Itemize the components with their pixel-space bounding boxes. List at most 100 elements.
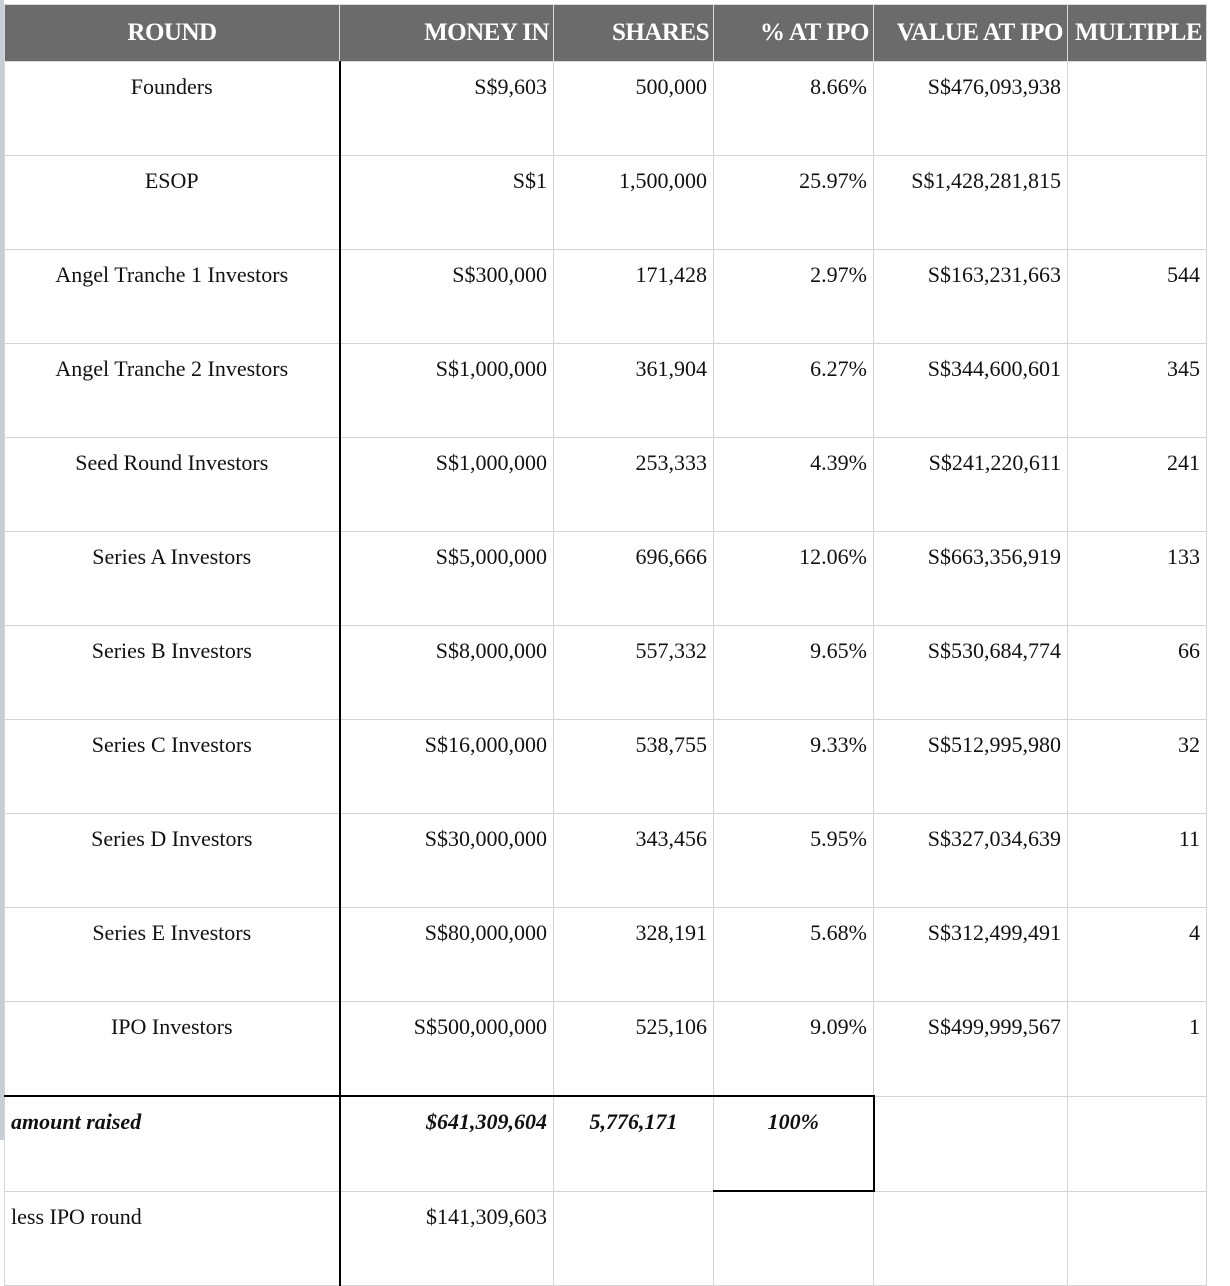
table-row: Series D Investors S$30,000,000 343,456 … [4, 813, 1207, 908]
less-ipo-money-in: $141,309,603 [339, 1190, 554, 1286]
cell-shares: 171,428 [553, 249, 714, 344]
cell-value: S$499,999,567 [873, 1001, 1068, 1097]
cell-multiple: 1 [1067, 1001, 1207, 1097]
cell-money-in: S$8,000,000 [339, 625, 554, 720]
cell-round: Founders [4, 61, 341, 156]
table-row: Series E Investors S$80,000,000 328,191 … [4, 907, 1207, 1002]
less-ipo-label: less IPO round [4, 1190, 341, 1286]
empty-cell [713, 1190, 874, 1286]
cell-shares: 538,755 [553, 719, 714, 814]
cell-value: S$1,428,281,815 [873, 155, 1068, 250]
cell-value: S$663,356,919 [873, 531, 1068, 626]
cell-money-in: S$5,000,000 [339, 531, 554, 626]
cell-pct: 8.66% [713, 61, 874, 156]
cell-pct: 4.39% [713, 437, 874, 532]
empty-cell [553, 1190, 714, 1286]
cell-multiple: 32 [1067, 719, 1207, 814]
cell-multiple: 4 [1067, 907, 1207, 1002]
empty-cell [1067, 1095, 1207, 1192]
cell-round: Series D Investors [4, 813, 341, 908]
cell-money-in: S$300,000 [339, 249, 554, 344]
cell-multiple: 345 [1067, 343, 1207, 438]
cell-value: S$312,499,491 [873, 907, 1068, 1002]
cell-multiple [1067, 61, 1207, 156]
cell-pct: 6.27% [713, 343, 874, 438]
table-row: Series A Investors S$5,000,000 696,666 1… [4, 531, 1207, 626]
cell-round: ESOP [4, 155, 341, 250]
cell-multiple: 241 [1067, 437, 1207, 532]
cell-shares: 253,333 [553, 437, 714, 532]
header-value-at-ipo: VALUE AT IPO [873, 4, 1068, 62]
cell-multiple: 544 [1067, 249, 1207, 344]
cell-value: S$476,093,938 [873, 61, 1068, 156]
left-edge-rule [0, 0, 4, 1140]
empty-cell [1067, 1190, 1207, 1286]
cell-value: S$163,231,663 [873, 249, 1068, 344]
table-row: ESOP S$1 1,500,000 25.97% S$1,428,281,81… [4, 155, 1207, 250]
cell-pct: 12.06% [713, 531, 874, 626]
cell-multiple [1067, 155, 1207, 250]
cell-shares: 525,106 [553, 1001, 714, 1097]
table-row: Angel Tranche 1 Investors S$300,000 171,… [4, 249, 1207, 344]
cell-shares: 343,456 [553, 813, 714, 908]
cell-pct: 25.97% [713, 155, 874, 250]
cell-money-in: S$30,000,000 [339, 813, 554, 908]
total-money-in: $641,309,604 [339, 1095, 554, 1192]
cell-round: Series A Investors [4, 531, 341, 626]
cell-value: S$530,684,774 [873, 625, 1068, 720]
cell-value: S$241,220,611 [873, 437, 1068, 532]
cell-pct: 9.33% [713, 719, 874, 814]
cell-multiple: 66 [1067, 625, 1207, 720]
total-pct: 100% [713, 1095, 875, 1192]
cell-money-in: S$80,000,000 [339, 907, 554, 1002]
cell-multiple: 133 [1067, 531, 1207, 626]
less-ipo-row: less IPO round $141,309,603 [4, 1190, 1207, 1286]
cell-pct: 5.68% [713, 907, 874, 1002]
cell-value: S$344,600,601 [873, 343, 1068, 438]
header-multiple: MULTIPLE [1067, 4, 1207, 62]
cap-table-sheet: ROUND MONEY IN SHARES % AT IPO VALUE AT … [4, 4, 1207, 1286]
total-row: amount raised $641,309,604 5,776,171 100… [4, 1095, 1207, 1192]
cell-shares: 328,191 [553, 907, 714, 1002]
header-shares: SHARES [553, 4, 714, 62]
cell-money-in: S$1 [339, 155, 554, 250]
cell-multiple: 11 [1067, 813, 1207, 908]
cell-shares: 696,666 [553, 531, 714, 626]
total-label: amount raised [4, 1095, 341, 1192]
table-row: Angel Tranche 2 Investors S$1,000,000 36… [4, 343, 1207, 438]
cell-round: Series C Investors [4, 719, 341, 814]
cell-value: S$327,034,639 [873, 813, 1068, 908]
header-money-in: MONEY IN [339, 4, 554, 62]
cell-round: Angel Tranche 1 Investors [4, 249, 341, 344]
cell-money-in: S$1,000,000 [339, 343, 554, 438]
header-round: ROUND [4, 4, 340, 62]
cell-shares: 500,000 [553, 61, 714, 156]
table-row: Series C Investors S$16,000,000 538,755 … [4, 719, 1207, 814]
table-row: IPO Investors S$500,000,000 525,106 9.09… [4, 1001, 1207, 1097]
cell-value: S$512,995,980 [873, 719, 1068, 814]
cell-round: IPO Investors [4, 1001, 341, 1097]
cell-money-in: S$16,000,000 [339, 719, 554, 814]
cell-money-in: S$1,000,000 [339, 437, 554, 532]
table-row: Series B Investors S$8,000,000 557,332 9… [4, 625, 1207, 720]
empty-cell [873, 1190, 1068, 1286]
table-row: Founders S$9,603 500,000 8.66% S$476,093… [4, 61, 1207, 156]
cell-pct: 5.95% [713, 813, 874, 908]
cell-pct: 9.09% [713, 1001, 874, 1097]
cap-table: ROUND MONEY IN SHARES % AT IPO VALUE AT … [4, 4, 1207, 1286]
cell-money-in: S$9,603 [339, 61, 554, 156]
cell-money-in: S$500,000,000 [339, 1001, 554, 1097]
cell-pct: 2.97% [713, 249, 874, 344]
total-shares: 5,776,171 [553, 1095, 714, 1192]
cell-pct: 9.65% [713, 625, 874, 720]
header-pct-at-ipo: % AT IPO [713, 4, 874, 62]
header-row: ROUND MONEY IN SHARES % AT IPO VALUE AT … [4, 4, 1207, 62]
empty-cell [873, 1095, 1068, 1192]
cell-round: Series B Investors [4, 625, 341, 720]
cell-round: Angel Tranche 2 Investors [4, 343, 341, 438]
cell-round: Series E Investors [4, 907, 341, 1002]
cell-shares: 557,332 [553, 625, 714, 720]
table-row: Seed Round Investors S$1,000,000 253,333… [4, 437, 1207, 532]
cell-round: Seed Round Investors [4, 437, 341, 532]
cell-shares: 1,500,000 [553, 155, 714, 250]
